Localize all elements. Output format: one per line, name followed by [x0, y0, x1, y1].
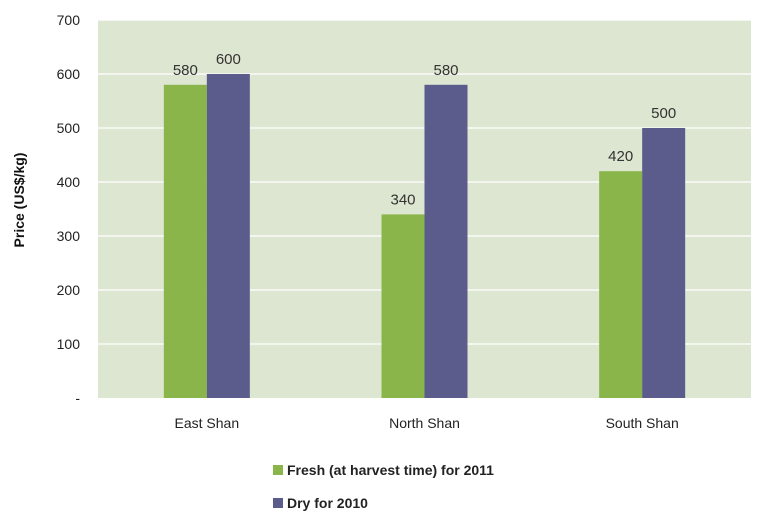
y-axis-label: Price (US$/kg) [11, 153, 27, 248]
y-tick-label: 100 [57, 336, 81, 352]
legend-item-fresh: Fresh (at harvest time) for 2011 [273, 462, 494, 478]
y-tick-label: 400 [57, 174, 81, 190]
data-label: 580 [173, 62, 198, 79]
y-tick-label: 600 [57, 66, 81, 82]
bar-fresh-east-shan [163, 84, 207, 399]
data-label: 420 [608, 148, 633, 165]
legend-swatch-dry [273, 498, 283, 508]
bar-dry-east-shan [206, 74, 250, 398]
legend-label-fresh: Fresh (at harvest time) for 2011 [287, 462, 494, 478]
y-axis-ticks: - 100 200 300 400 500 600 700 [57, 12, 81, 406]
data-label: 600 [216, 51, 241, 68]
legend-swatch-fresh [273, 465, 283, 475]
y-tick-label: - [75, 390, 80, 406]
bars [163, 74, 686, 399]
legend-item-dry: Dry for 2010 [273, 495, 368, 511]
x-tick-label: South Shan [606, 415, 679, 431]
data-label: 340 [390, 191, 415, 208]
x-tick-label: North Shan [389, 415, 460, 431]
data-labels: 580 600 340 580 420 500 [173, 51, 676, 208]
x-axis-ticks: East Shan North Shan South Shan [175, 415, 679, 431]
bar-fresh-north-shan [381, 214, 425, 398]
y-tick-label: 700 [57, 12, 81, 28]
legend-label-dry: Dry for 2010 [287, 495, 368, 511]
x-tick-label: East Shan [175, 415, 240, 431]
bar-fresh-south-shan [599, 171, 643, 398]
y-tick-label: 300 [57, 228, 81, 244]
data-label: 580 [433, 62, 458, 79]
data-label: 500 [651, 105, 676, 122]
y-tick-label: 500 [57, 120, 81, 136]
y-tick-label: 200 [57, 282, 81, 298]
bar-dry-south-shan [642, 128, 686, 398]
bar-dry-north-shan [424, 84, 468, 399]
